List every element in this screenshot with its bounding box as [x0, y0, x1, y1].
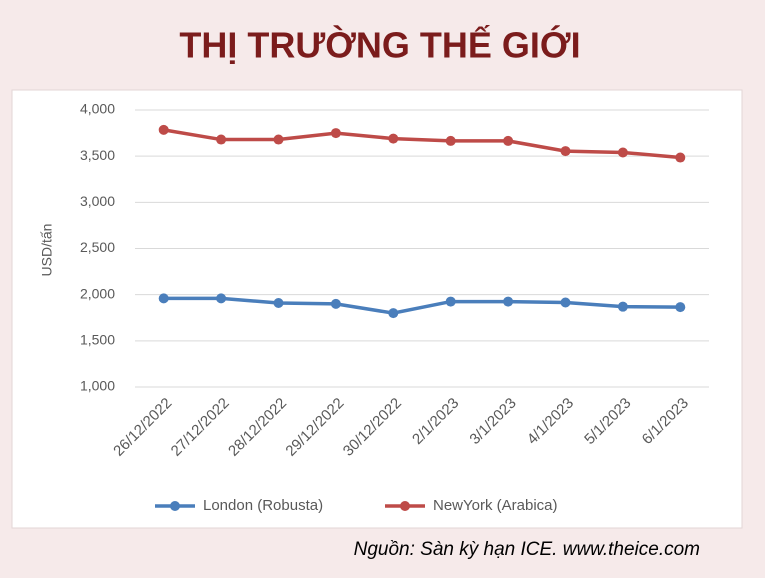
data-point	[560, 146, 571, 157]
data-point	[330, 128, 341, 139]
data-point	[273, 134, 284, 145]
y-tick-label: 1,500	[80, 332, 115, 348]
data-point	[388, 308, 399, 319]
data-point	[388, 133, 399, 144]
chart-title: THỊ TRƯỜNG THẾ GIỚI	[179, 24, 580, 66]
series-line	[163, 296, 681, 315]
data-point	[445, 135, 456, 146]
data-point	[216, 134, 227, 145]
y-tick-label: 1,000	[80, 378, 115, 394]
data-point	[330, 298, 341, 309]
data-point	[445, 296, 456, 307]
data-point	[617, 147, 628, 158]
data-point	[216, 293, 227, 304]
data-point	[675, 302, 686, 313]
data-point	[158, 124, 169, 135]
legend-item: London (Robusta)	[155, 497, 323, 514]
legend-item: NewYork (Arabica)	[385, 497, 558, 514]
legend-marker	[400, 501, 410, 511]
data-point	[560, 297, 571, 308]
data-point	[675, 152, 686, 163]
source-note: Nguồn: Sàn kỳ hạn ICE. www.theice.com	[354, 539, 700, 560]
data-point	[503, 296, 514, 307]
y-tick-label: 3,000	[80, 193, 115, 209]
legend-label: NewYork (Arabica)	[433, 497, 558, 514]
legend-label: London (Robusta)	[203, 497, 323, 514]
series-line	[163, 128, 681, 160]
y-tick-label: 2,500	[80, 239, 115, 255]
y-tick-label: 3,500	[80, 147, 115, 163]
data-point	[503, 135, 514, 146]
data-point	[158, 293, 169, 304]
data-point	[617, 301, 628, 312]
data-point	[273, 297, 284, 308]
legend-marker	[170, 501, 180, 511]
y-tick-label: 4,000	[80, 101, 115, 117]
y-tick-label: 2,000	[80, 285, 115, 301]
y-axis-label: USD/tấn	[39, 224, 55, 277]
